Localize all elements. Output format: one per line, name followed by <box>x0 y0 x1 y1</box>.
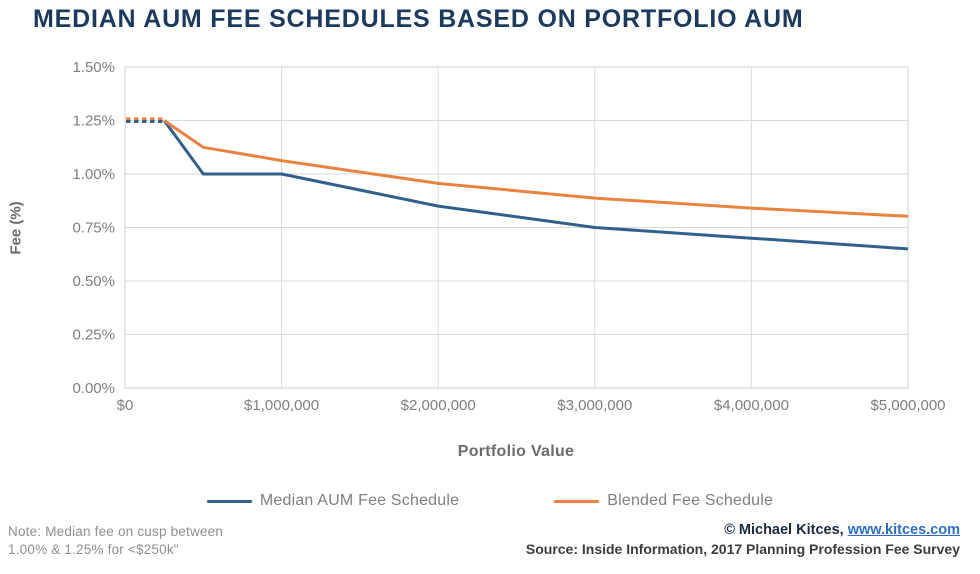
legend-label-median: Median AUM Fee Schedule <box>259 492 460 509</box>
footnote: Note: Median fee on cusp between 1.00% &… <box>8 523 223 559</box>
y-tick-label: 0.75% <box>72 220 115 237</box>
series-line-blended-fee-schedule <box>163 119 909 218</box>
y-tick-label: 0.00% <box>72 380 115 397</box>
y-tick-label: 0.50% <box>72 273 115 290</box>
kitces-link[interactable]: www.kitces.com <box>847 522 960 538</box>
x-tick-label: $3,000,000 <box>557 397 632 414</box>
footnote-line-2: 1.00% & 1.25% for <$250k" <box>8 542 179 557</box>
x-tick-label: $2,000,000 <box>401 397 476 414</box>
copyright-line: © Michael Kitces, www.kitces.com <box>526 521 960 540</box>
legend-label-blended: Blended Fee Schedule <box>607 492 774 509</box>
copyright-text: © Michael Kitces, <box>724 522 848 538</box>
footnote-line-1: Note: Median fee on cusp between <box>8 524 224 539</box>
chart-title: MEDIAN AUM FEE SCHEDULES BASED ON PORTFO… <box>33 5 804 33</box>
y-tick-label: 0.25% <box>72 327 115 344</box>
y-axis-title: Fee (%) <box>7 201 25 255</box>
source-line: Source: Inside Information, 2017 Plannin… <box>525 541 960 557</box>
x-tick-label: $1,000,000 <box>244 397 319 414</box>
x-axis-title: Portfolio Value <box>457 443 575 460</box>
plot-frame <box>124 66 909 389</box>
median-line-swatch <box>206 499 252 503</box>
x-tick-label: $0 <box>117 397 134 414</box>
x-tick-label: $5,000,000 <box>870 397 945 414</box>
y-tick-label: 1.25% <box>72 113 115 130</box>
x-tick-label: $4,000,000 <box>714 397 789 414</box>
blended-line-swatch <box>554 499 600 503</box>
legend-item-median: Median AUM Fee Schedule <box>206 492 460 510</box>
credits: © Michael Kitces, www.kitces.com Source:… <box>526 521 960 559</box>
legend-item-blended: Blended Fee Schedule <box>554 492 773 510</box>
y-tick-label: 1.00% <box>72 166 115 183</box>
series-line-median-aum-fee-schedule <box>162 119 909 251</box>
legend: Median AUM Fee Schedule Blended Fee Sche… <box>0 492 980 510</box>
y-tick-label: 1.50% <box>72 59 115 76</box>
